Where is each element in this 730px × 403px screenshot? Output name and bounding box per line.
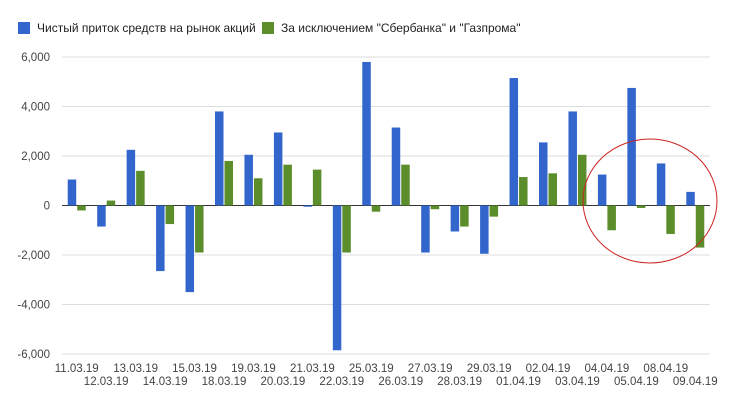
y-axis: 6,000 4,000 2,000 0 -2,000 -4,000 -6,000 <box>17 52 50 361</box>
bar-series2-02.04.19 <box>548 173 557 206</box>
bar-series1-09.04.19 <box>686 191 695 206</box>
bar-series2-21.03.19 <box>312 169 322 206</box>
y-tick-label: 4,000 <box>21 102 50 114</box>
x-tick-label: 09.04.19 <box>673 376 718 388</box>
bar-series2-13.03.19 <box>136 170 145 206</box>
bar-series2-20.03.19 <box>283 164 292 206</box>
bar-series2-15.03.19 <box>195 205 204 253</box>
x-tick-label: 28.03.19 <box>437 376 482 388</box>
x-tick-label: 19.03.19 <box>231 363 276 375</box>
legend-label-2: За исключением "Сбербанка" и "Газпрома" <box>281 21 520 35</box>
x-tick-label: 22.03.19 <box>319 376 364 388</box>
x-tick-label: 12.03.19 <box>84 376 129 388</box>
x-tick-label: 11.03.19 <box>55 363 99 375</box>
bar-series2-27.03.19 <box>430 205 440 210</box>
legend-swatch-2 <box>262 22 274 34</box>
bar-series1-08.04.19 <box>656 163 666 206</box>
y-tick-label: 6,000 <box>21 52 50 64</box>
bar-series1-29.03.19 <box>480 205 489 254</box>
bar-series2-25.03.19 <box>371 205 381 212</box>
x-tick-label: 29.03.19 <box>467 363 512 375</box>
bar-series1-19.03.19 <box>244 154 253 206</box>
bar-series2-01.04.19 <box>519 177 528 206</box>
bar-series2-14.03.19 <box>165 205 175 225</box>
bar-series1-11.03.19 <box>67 179 77 206</box>
x-tick-label: 25.03.19 <box>349 363 394 375</box>
bar-series1-02.04.19 <box>539 142 548 206</box>
x-tick-label: 02.04.19 <box>526 363 571 375</box>
bar-series1-14.03.19 <box>156 205 165 272</box>
bar-series2-18.03.19 <box>224 160 233 206</box>
bars <box>67 61 705 351</box>
bar-series1-15.03.19 <box>185 205 195 293</box>
x-tick-label: 01.04.19 <box>496 376 541 388</box>
bar-series2-26.03.19 <box>401 164 410 206</box>
x-tick-label: 04.04.19 <box>585 363 630 375</box>
x-tick-label: 26.03.19 <box>378 376 423 388</box>
bar-series2-04.04.19 <box>607 205 616 231</box>
legend-label-1: Чистый приток средств на рынок акций <box>37 21 256 35</box>
x-tick-label: 08.04.19 <box>643 363 688 375</box>
x-tick-label: 20.03.19 <box>261 376 306 388</box>
bar-series2-12.03.19 <box>106 200 116 206</box>
bar-series2-05.04.19 <box>636 205 646 208</box>
bar-series2-11.03.19 <box>77 205 86 211</box>
y-tick-label: -2,000 <box>17 250 50 262</box>
bar-series1-18.03.19 <box>215 111 224 206</box>
bar-series2-28.03.19 <box>460 205 469 227</box>
y-tick-label: 2,000 <box>21 151 50 163</box>
x-axis: 11.03.1912.03.1913.03.1914.03.1915.03.19… <box>55 363 718 388</box>
x-tick-label: 27.03.19 <box>408 363 453 375</box>
y-tick-label: -6,000 <box>17 349 50 361</box>
bar-series1-01.04.19 <box>509 78 519 206</box>
bar-series2-22.03.19 <box>342 205 351 253</box>
x-tick-label: 15.03.19 <box>172 363 217 375</box>
y-tick-label: 0 <box>44 201 50 213</box>
bar-series2-08.04.19 <box>666 205 675 234</box>
highlight-ellipse <box>582 138 718 264</box>
legend-swatch-1 <box>18 22 30 34</box>
bar-series1-12.03.19 <box>97 205 106 227</box>
bar-series2-09.04.19 <box>695 205 705 248</box>
bar-series2-29.03.19 <box>489 205 499 217</box>
annotation <box>582 138 718 264</box>
bar-series1-03.04.19 <box>568 111 577 206</box>
legend: Чистый приток средств на рынок акций За и… <box>18 21 520 35</box>
bar-series1-13.03.19 <box>126 149 136 206</box>
x-tick-label: 18.03.19 <box>202 376 247 388</box>
x-tick-label: 05.04.19 <box>614 376 659 388</box>
x-tick-label: 14.03.19 <box>143 376 188 388</box>
x-tick-label: 03.04.19 <box>555 376 600 388</box>
x-tick-label: 13.03.19 <box>113 363 158 375</box>
y-tick-label: -4,000 <box>17 300 50 312</box>
bar-series1-25.03.19 <box>362 61 371 206</box>
bar-series1-04.04.19 <box>597 174 607 206</box>
bar-series1-26.03.19 <box>391 127 401 206</box>
bar-series1-22.03.19 <box>332 205 342 351</box>
bar-series1-20.03.19 <box>273 132 283 206</box>
bar-series1-27.03.19 <box>421 205 430 253</box>
bar-series2-19.03.19 <box>253 178 263 206</box>
bar-series2-03.04.19 <box>577 154 587 206</box>
bar-series1-28.03.19 <box>450 205 460 232</box>
bar-series1-05.04.19 <box>627 87 636 206</box>
bar-series1-21.03.19 <box>303 205 312 207</box>
x-tick-label: 21.03.19 <box>290 363 335 375</box>
